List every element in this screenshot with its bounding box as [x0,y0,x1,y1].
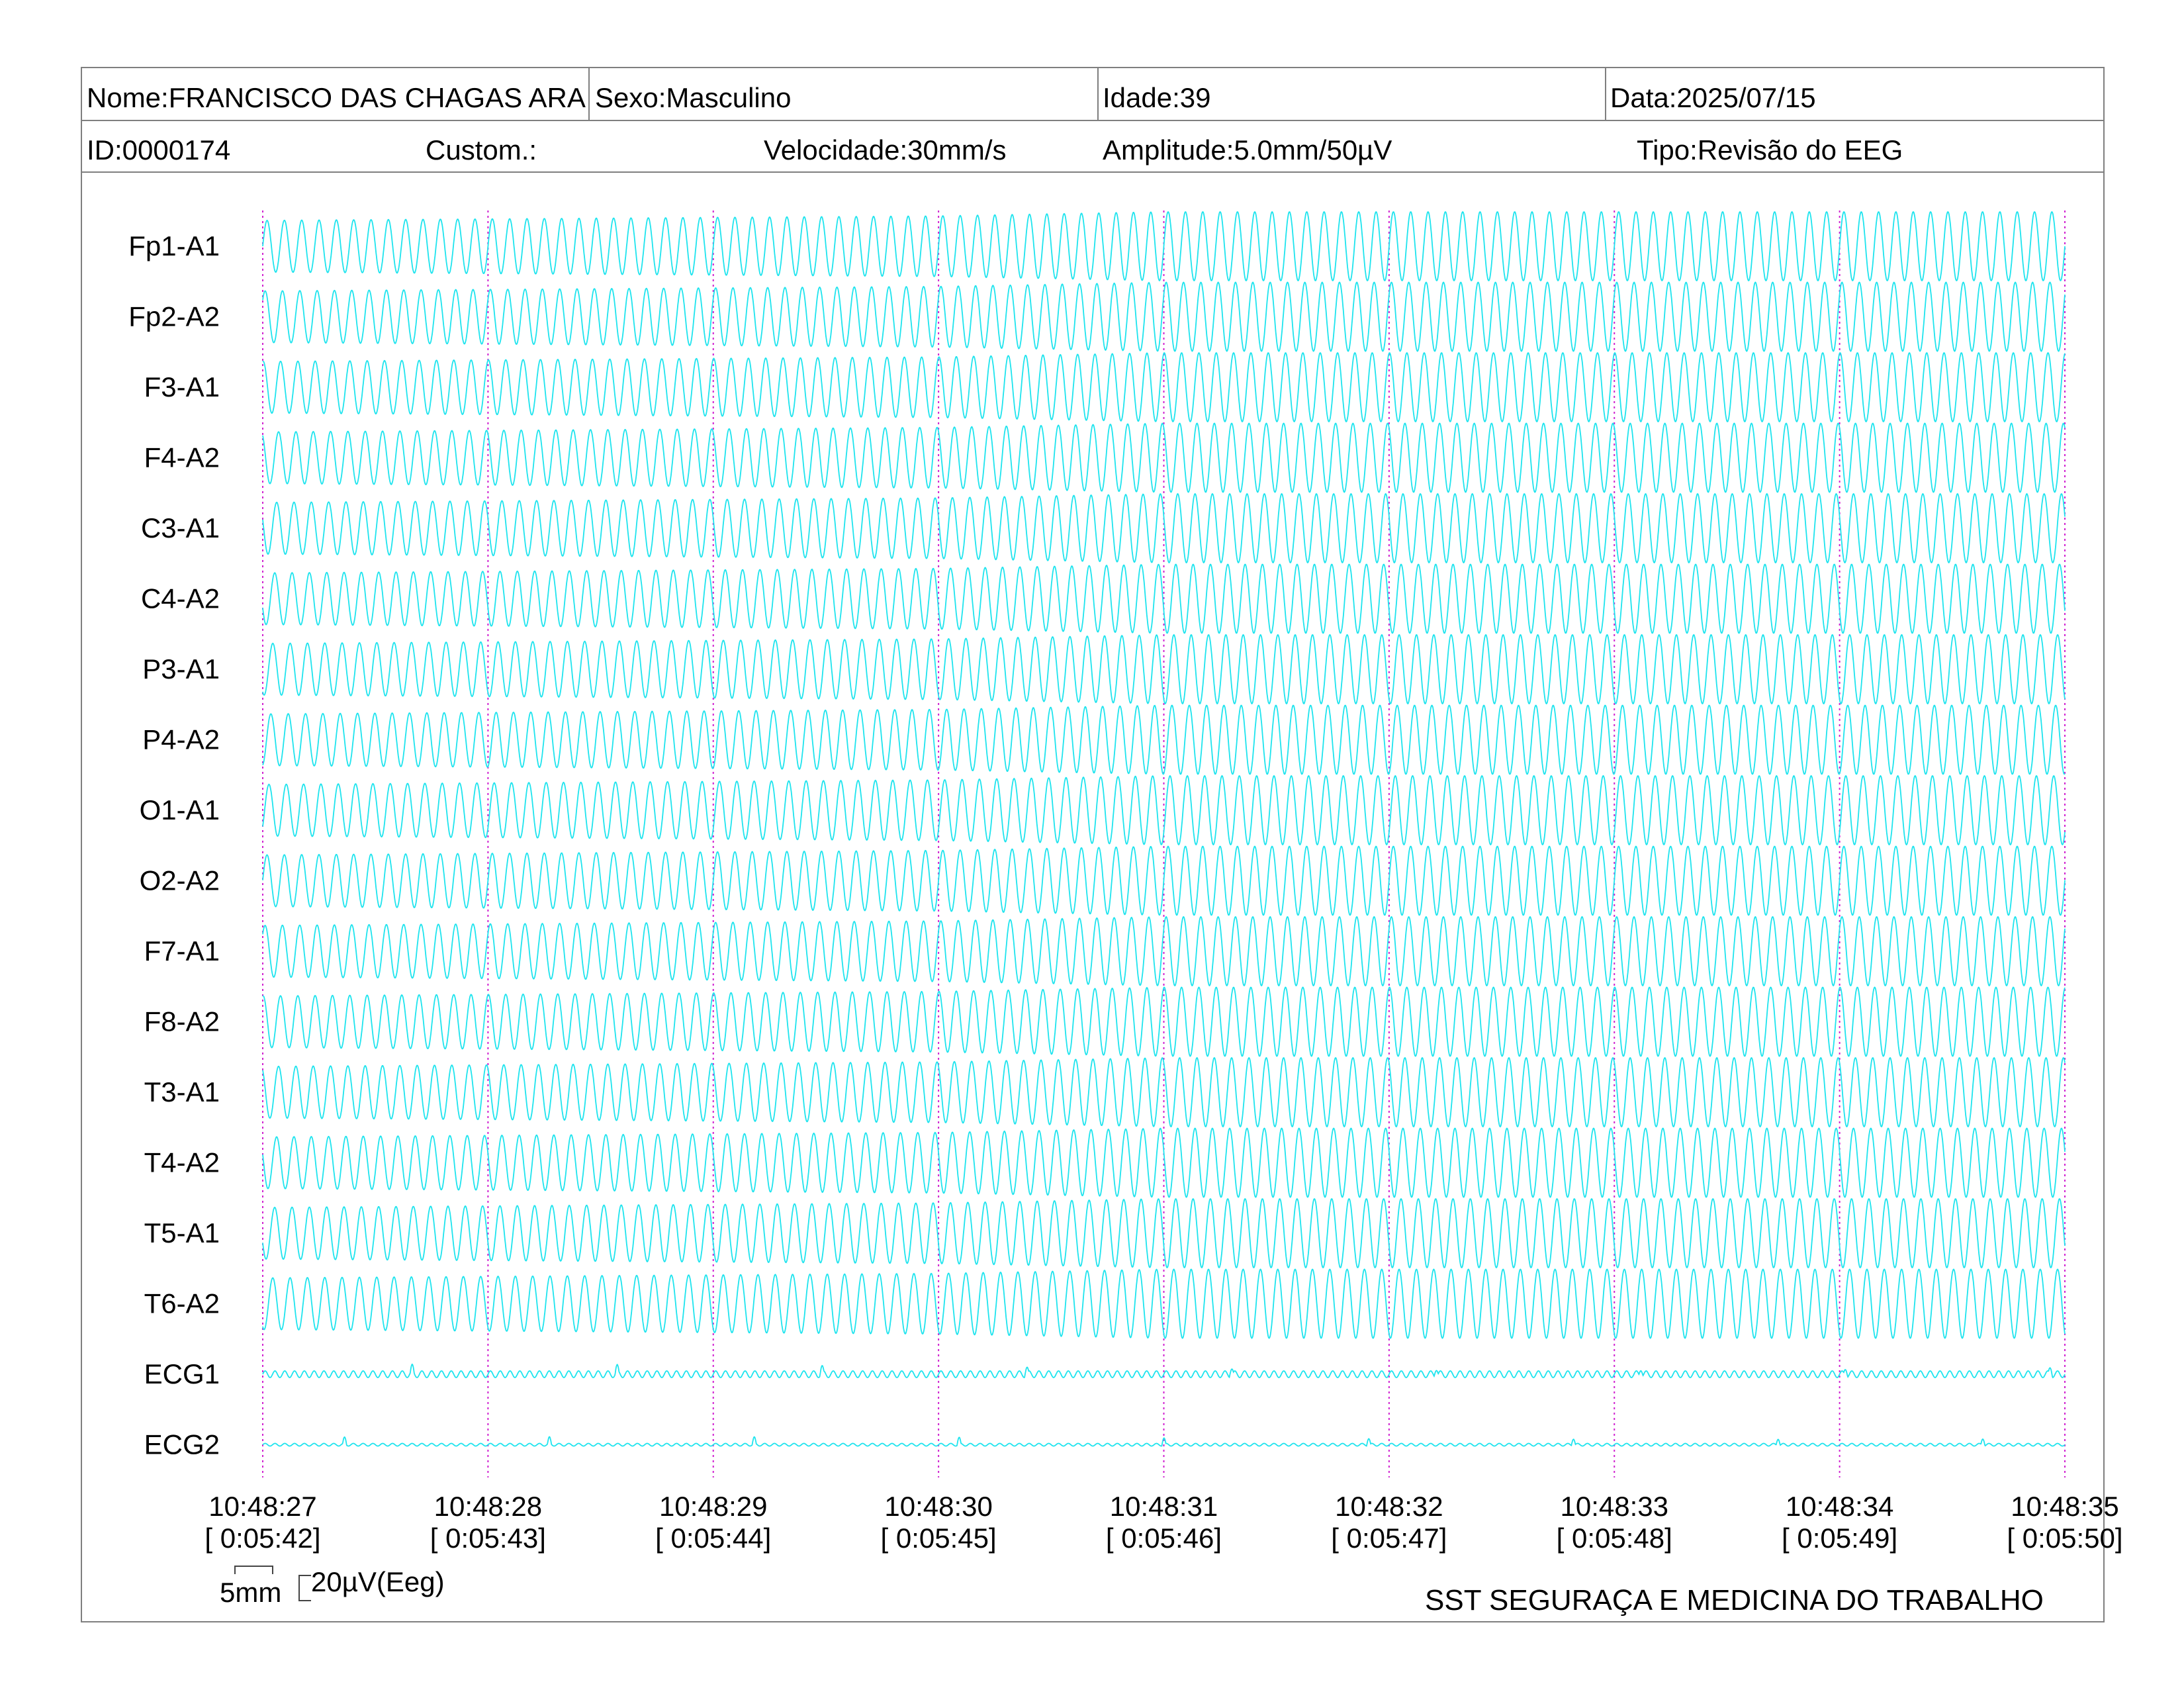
channel-label: ECG1 [144,1358,220,1389]
channel-label: F7-A1 [144,935,220,966]
time-tick-clock: 10:48:32 [1335,1491,1443,1522]
channel-label: T6-A2 [144,1288,220,1319]
exam-type: Tipo:Revisão do EEG [1637,134,1903,165]
paper-speed: Velocidade:30mm/s [764,134,1007,165]
time-tick-clock: 10:48:28 [434,1491,543,1522]
channel-trace [262,281,2066,352]
time-tick-clock: 10:48:35 [2011,1491,2119,1522]
time-tick-elapsed: [ 0:05:45] [881,1523,997,1554]
channel-label: T5-A1 [144,1217,220,1248]
time-scale-bar [234,1566,273,1574]
header-column-divider [1097,67,1099,120]
patient-age: Idade:39 [1103,82,1211,113]
record-date: Data:2025/07/15 [1610,82,1816,113]
channel-label: Fp2-A2 [128,301,220,332]
time-tick-elapsed: [ 0:05:49] [1782,1523,1897,1554]
channel-label: T3-A1 [144,1076,220,1107]
header-bottom-border [81,171,2105,173]
channel-trace [262,845,2066,916]
custom-field: Custom.: [426,134,537,165]
patient-id: ID:0000174 [87,134,231,165]
channel-label: O1-A1 [140,794,220,825]
channel-label: Fp1-A1 [128,230,220,261]
time-tick-elapsed: [ 0:05:43] [430,1523,546,1554]
header-column-divider [588,67,590,120]
channel-label: F3-A1 [144,371,220,402]
channel-trace [262,704,2066,775]
amplitude-scale-label: 20µV(Eeg) [311,1566,445,1597]
channel-trace [262,1056,2066,1128]
channel-trace [262,1198,2066,1268]
amplitude-scale-bar [298,1575,311,1601]
channel-label: F8-A2 [144,1006,220,1037]
header-divider [81,120,2105,121]
time-tick-clock: 10:48:34 [1786,1491,1894,1522]
channel-label: C4-A2 [141,583,220,614]
channel-trace [262,1436,2066,1447]
time-scale-label: 5mm [220,1577,281,1608]
channel-label: P4-A2 [142,724,220,755]
time-tick-clock: 10:48:33 [1561,1491,1669,1522]
patient-name: Nome:FRANCISCO DAS CHAGAS ARA [87,82,586,113]
report-frame [81,67,2105,1622]
time-tick-elapsed: [ 0:05:46] [1106,1523,1222,1554]
channel-trace [262,1127,2066,1198]
channel-label: T4-A2 [144,1147,220,1178]
channel-label: C3-A1 [141,512,220,543]
channel-trace [262,352,2066,422]
time-tick-clock: 10:48:27 [208,1491,317,1522]
channel-label: ECG2 [144,1429,220,1460]
channel-label: P3-A1 [142,653,220,684]
time-tick-clock: 10:48:29 [659,1491,768,1522]
channel-label: O2-A2 [140,865,220,896]
time-tick-elapsed: [ 0:05:44] [655,1523,771,1554]
organization-name: SST SEGURAÇA E MEDICINA DO TRABALHO [1425,1584,2044,1617]
channel-trace [262,563,2066,634]
channel-trace [262,1268,2066,1339]
channel-trace [262,1363,2066,1379]
channel-label: F4-A2 [144,442,220,473]
time-tick-elapsed: [ 0:05:42] [205,1523,320,1554]
time-tick-clock: 10:48:31 [1110,1491,1218,1522]
time-tick-clock: 10:48:30 [884,1491,993,1522]
channel-trace [262,774,2066,846]
patient-sex: Sexo:Masculino [595,82,792,113]
channel-trace [262,422,2066,493]
header-column-divider [1605,67,1606,120]
channel-trace [262,633,2066,705]
channel-trace [262,986,2066,1057]
time-tick-elapsed: [ 0:05:48] [1557,1523,1672,1554]
amplitude-setting: Amplitude:5.0mm/50µV [1103,134,1392,165]
time-tick-elapsed: [ 0:05:47] [1331,1523,1447,1554]
channel-trace [262,211,2066,281]
channel-trace [262,492,2066,564]
time-tick-elapsed: [ 0:05:50] [2007,1523,2122,1554]
channel-trace [262,915,2066,987]
